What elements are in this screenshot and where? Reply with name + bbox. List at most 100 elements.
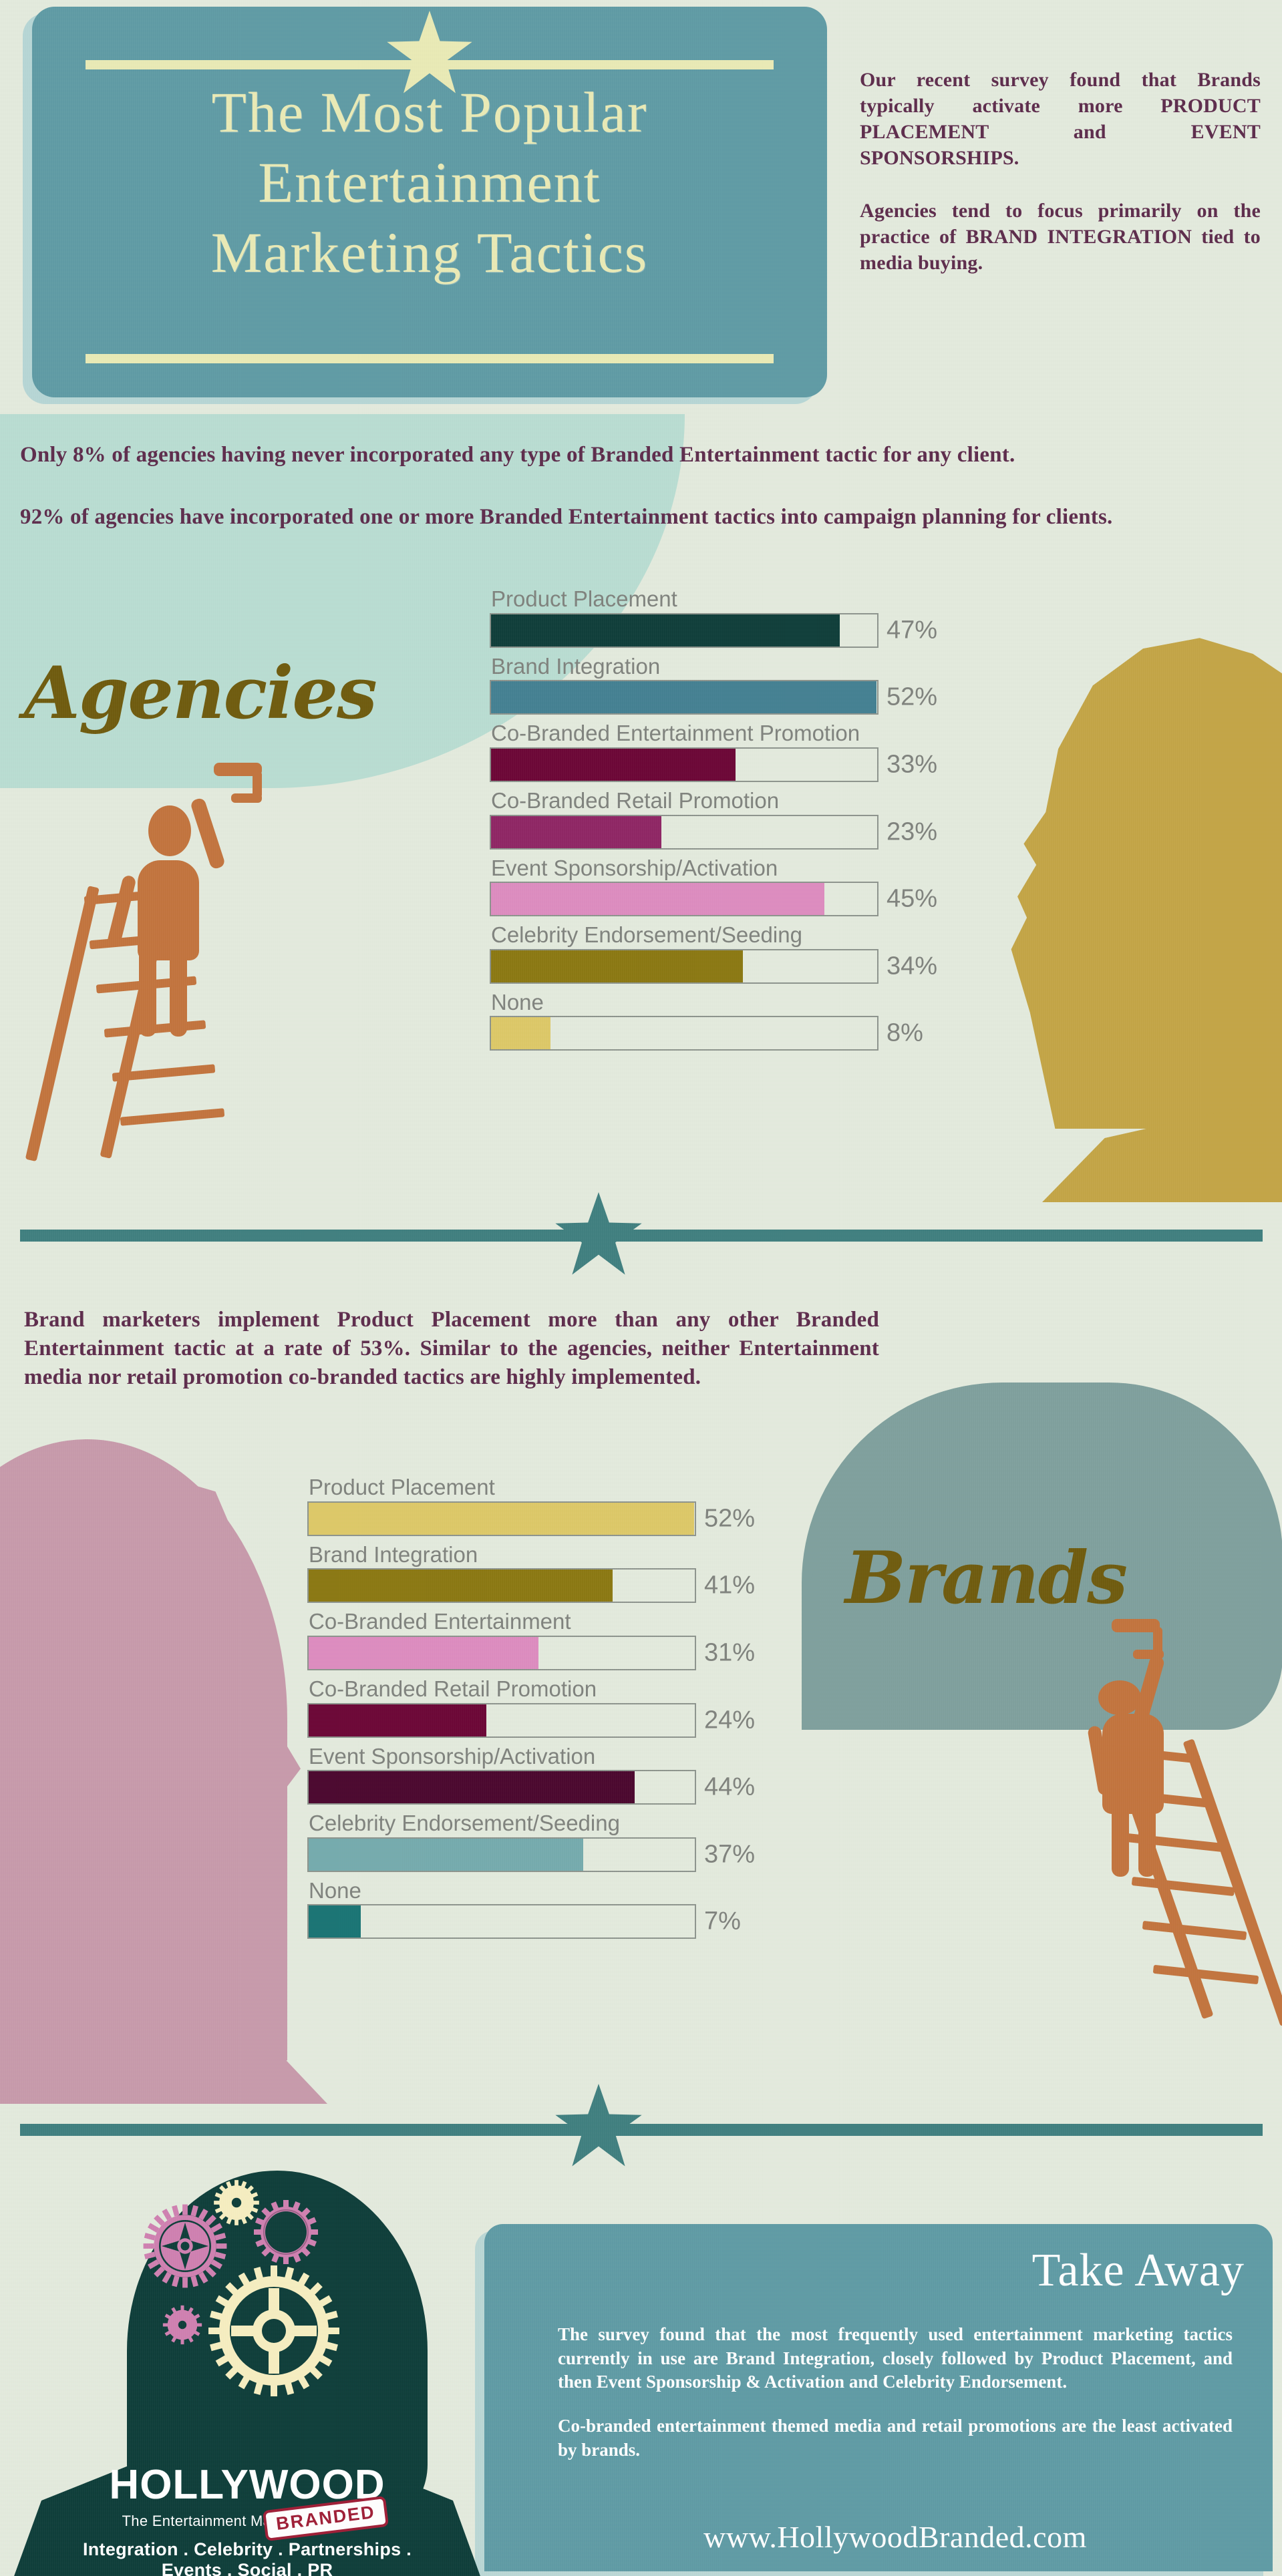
- survey-paragraph-2: Agencies tend to focus primarily on the …: [860, 200, 1261, 274]
- ladder-rail-left: [25, 886, 100, 1162]
- bar-track: 34%: [490, 948, 937, 984]
- intro-statistics: Only 8% of agencies having never incorpo…: [20, 441, 1266, 532]
- bar-fill: [309, 1636, 539, 1669]
- bar-value-label: 52%: [704, 1504, 756, 1533]
- bar-track: 47%: [490, 612, 937, 648]
- bar-category-label: Co-Branded Entertainment: [309, 1609, 571, 1634]
- bar-fill: [309, 1905, 361, 1938]
- bar-value-label: 23%: [887, 817, 938, 846]
- bar-track: 23%: [490, 814, 937, 850]
- agencies-bar-chart: Product Placement 47% Brand Integration 52%…: [490, 586, 977, 1058]
- bar-category-label: None: [491, 989, 544, 1015]
- agencies-section-title: Agencies: [24, 651, 377, 735]
- bar-value-label: 33%: [887, 750, 938, 779]
- bar-row: Co-Branded Entertainment 31%: [307, 1610, 795, 1670]
- website-url[interactable]: www.HollywoodBranded.com: [703, 2520, 1087, 2554]
- bar-value-label: 24%: [704, 1706, 756, 1734]
- bar-fill: [309, 1771, 635, 1804]
- bar-row: Co-Branded Retail Promotion 23%: [490, 789, 977, 850]
- paint-roller-icon: [1112, 1619, 1160, 1632]
- bar-row: Co-Branded Retail Promotion 24%: [307, 1677, 795, 1738]
- bar-row: Event Sponsorship/Activation 45%: [490, 855, 977, 917]
- bar-track: 31%: [307, 1635, 755, 1670]
- brands-painter-illustration: [1087, 1616, 1282, 2030]
- bar-value-label: 34%: [887, 952, 938, 980]
- bar-row: Celebrity Endorsement/Seeding 34%: [490, 924, 977, 984]
- bar-value-label: 45%: [887, 884, 938, 913]
- agencies-painter-illustration: [25, 761, 321, 1162]
- page-title: The Most Popular Entertainment Marketing…: [72, 77, 787, 288]
- paint-roller-handle: [1153, 1627, 1162, 1655]
- bar-category-label: Product Placement: [491, 586, 677, 611]
- bar-category-label: Celebrity Endorsement/Seeding: [491, 922, 802, 948]
- brands-section-title: Brands: [845, 1536, 1128, 1620]
- bar-track: 37%: [307, 1837, 755, 1872]
- bar-value-label: 44%: [704, 1773, 756, 1801]
- paint-roller-icon: [214, 763, 262, 776]
- bar-value-label: 31%: [704, 1638, 756, 1667]
- gear-icon: [214, 2180, 259, 2225]
- title-line-1: The Most Popular: [211, 80, 648, 144]
- painter-torso: [138, 860, 199, 960]
- bar-track: 44%: [307, 1770, 755, 1805]
- bar-track: 52%: [307, 1501, 755, 1536]
- bar-fill: [309, 1570, 613, 1602]
- bar-fill: [491, 614, 840, 647]
- bar-category-label: Celebrity Endorsement/Seeding: [309, 1811, 620, 1836]
- cloud-shape: [802, 1383, 1282, 1730]
- bar-track: 24%: [307, 1702, 755, 1738]
- section-divider: [20, 2124, 1263, 2136]
- gear-icon: [162, 2305, 202, 2345]
- gear-icon: [143, 2204, 227, 2288]
- bar-row: Event Sponsorship/Activation 44%: [307, 1744, 795, 1805]
- survey-summary: Our recent survey found that Brands typi…: [860, 67, 1261, 276]
- logo-services-list: Integration . Celebrity . Partnerships .…: [82, 2539, 412, 2576]
- paint-roller-arm-link: [231, 793, 262, 803]
- bar-value-label: 52%: [887, 683, 938, 711]
- bar-row: Co-Branded Entertainment Promotion 33%: [490, 722, 977, 782]
- bar-fill: [491, 1017, 550, 1050]
- takeaway-title: Take Away: [1031, 2245, 1245, 2296]
- bar-category-label: Brand Integration: [309, 1541, 478, 1567]
- bar-category-label: Co-Branded Entertainment Promotion: [491, 721, 860, 746]
- title-banner: The Most Popular Entertainment Marketing…: [32, 7, 827, 397]
- gear-icon: [208, 2265, 339, 2396]
- bar-value-label: 8%: [887, 1019, 923, 1047]
- bar-track: 41%: [307, 1568, 755, 1604]
- bar-category-label: Brand Integration: [491, 653, 661, 679]
- bar-row: None 7%: [307, 1879, 795, 1940]
- bar-value-label: 37%: [704, 1840, 756, 1869]
- bar-fill: [491, 950, 744, 982]
- bar-category-label: Product Placement: [309, 1475, 495, 1499]
- bar-track: 33%: [490, 747, 937, 782]
- ladder-rung: [120, 1108, 225, 1126]
- paint-roller-handle: [253, 771, 262, 799]
- bar-row: Brand Integration 52%: [490, 655, 977, 715]
- takeaway-paragraph-2: Co-branded entertainment themed media an…: [558, 2415, 1233, 2460]
- survey-paragraph-1: Our recent survey found that Brands typi…: [860, 69, 1261, 169]
- section-divider: [20, 1230, 1263, 1242]
- takeaway-panel: Take Away The survey found that the most…: [484, 2224, 1273, 2571]
- painter-head: [148, 805, 191, 856]
- painter-arm: [189, 797, 226, 870]
- title-line-3: Marketing Tactics: [210, 220, 649, 285]
- bar-fill: [491, 815, 662, 848]
- bar-value-label: 7%: [704, 1907, 741, 1936]
- ladder-rung: [1142, 1920, 1247, 1941]
- ladder-rung: [1152, 1964, 1259, 1985]
- bar-fill: [309, 1502, 695, 1535]
- bar-category-label: Event Sponsorship/Activation: [491, 855, 778, 880]
- bar-track: 7%: [307, 1904, 741, 1940]
- intro-paragraph-2: 92% of agencies have incorporated one or…: [20, 504, 1113, 529]
- ladder-rung: [1120, 1833, 1223, 1852]
- gear-icon: [254, 2200, 318, 2264]
- logo-wordmark: HOLLYWOOD: [109, 2462, 385, 2508]
- intro-paragraph-1: Only 8% of agencies having never incorpo…: [20, 443, 1015, 467]
- title-line-2: Entertainment: [258, 150, 601, 214]
- banner-rule-bottom: [86, 354, 774, 363]
- takeaway-paragraph-1: The survey found that the most frequentl…: [558, 2324, 1233, 2392]
- bar-track: 8%: [490, 1016, 923, 1051]
- bar-fill: [491, 681, 877, 714]
- brand-marketer-summary: Brand marketers implement Product Placem…: [24, 1306, 879, 1392]
